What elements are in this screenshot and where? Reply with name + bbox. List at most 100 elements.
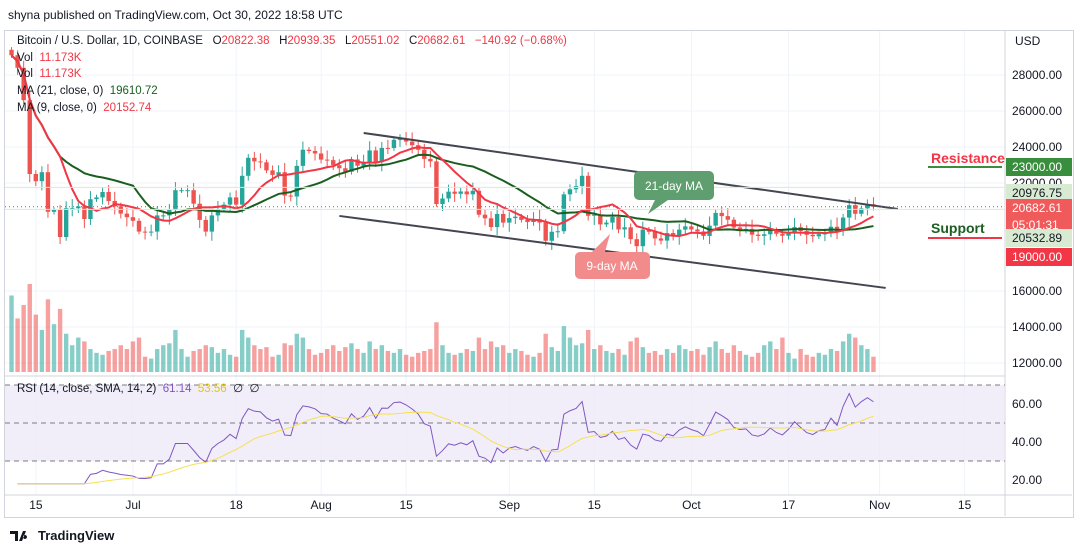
candle-body <box>476 190 482 215</box>
price-tick-label: 26000.00 <box>1012 104 1062 118</box>
volume-bar <box>197 349 202 372</box>
candle-body <box>215 209 221 216</box>
volume-bar <box>774 349 779 372</box>
candle-body <box>768 230 773 235</box>
rsi-sma-line <box>17 411 874 485</box>
volume-bar <box>749 356 755 372</box>
volume-bar <box>859 345 864 372</box>
volume-bar <box>27 284 32 372</box>
candle-body <box>179 190 184 192</box>
volume-bar <box>9 295 14 372</box>
candle-body <box>142 231 148 233</box>
volume-bar <box>513 349 518 372</box>
volume-bar <box>88 349 93 372</box>
volume-bar <box>258 349 263 372</box>
candle-body <box>470 190 476 195</box>
volume-bar <box>215 352 221 372</box>
candle-body <box>373 150 378 163</box>
volume-bar <box>634 337 639 372</box>
volume-bar <box>658 354 664 372</box>
candle-body <box>725 216 730 220</box>
candle-body <box>482 214 488 219</box>
volume-bar <box>379 345 384 372</box>
candle-body <box>501 213 506 223</box>
vol-value: 11.173K <box>39 68 82 80</box>
candle-body <box>367 150 372 162</box>
volume-bar <box>743 354 749 372</box>
volume-bar <box>549 347 554 372</box>
rsi-tick-label: 40.00 <box>1012 435 1042 449</box>
volume-bar <box>124 349 130 372</box>
volume-bar <box>646 352 652 372</box>
volume-bar <box>670 352 676 372</box>
candle-body <box>100 192 105 198</box>
volume-bar <box>337 350 342 372</box>
candle-body <box>324 159 330 161</box>
x-tick-label: Aug <box>310 498 331 512</box>
candle-body <box>555 231 561 233</box>
volume-bar <box>239 329 245 372</box>
rsi-sma-value: 53.56 <box>197 383 227 395</box>
volume-bar <box>519 350 524 372</box>
candle-body <box>197 203 202 220</box>
tradingview-logo[interactable]: TradingView <box>10 528 114 543</box>
candle-body <box>865 204 870 209</box>
volume-bar <box>616 349 621 372</box>
price-badge-label: 19000.00 <box>1012 250 1062 264</box>
price-tick-label: 16000.00 <box>1012 284 1062 298</box>
volume-bar <box>719 349 724 372</box>
volume-bar <box>343 347 348 372</box>
volume-bar <box>555 350 561 372</box>
vol-label: Vol <box>17 68 33 80</box>
candle-body <box>300 149 306 166</box>
volume-bar <box>804 354 809 372</box>
volume-bar <box>385 350 391 372</box>
candle-body <box>719 212 724 217</box>
volume-bar <box>604 350 609 372</box>
price-badge <box>1006 248 1072 266</box>
candle-body <box>161 215 166 217</box>
candle-body <box>652 231 658 239</box>
volume-bar <box>792 358 797 372</box>
candle-body <box>488 218 494 228</box>
candle-body <box>780 233 785 236</box>
volume-bar <box>276 354 281 372</box>
volume-bar <box>367 341 372 372</box>
candle-body <box>810 234 815 237</box>
volume-bar <box>561 326 567 372</box>
candle-body <box>397 139 403 141</box>
volume-bar <box>592 349 597 372</box>
candle-body <box>446 191 451 199</box>
volume-bar <box>155 349 160 372</box>
volume-bar <box>94 352 99 372</box>
candle-body <box>70 208 75 210</box>
candle-body <box>385 147 391 149</box>
candle-body <box>403 139 409 142</box>
volume-bar <box>233 356 239 372</box>
x-tick-label: 15 <box>588 498 602 512</box>
candle-body <box>233 197 239 205</box>
candle-body <box>440 198 445 205</box>
vol-label: Vol <box>17 52 33 64</box>
volume-bar <box>695 349 700 372</box>
volume-bar <box>324 349 330 372</box>
candle-body <box>155 215 160 232</box>
candle-body <box>683 226 688 230</box>
volume-bar <box>39 329 45 372</box>
candle-body <box>331 160 336 166</box>
candle-body <box>713 212 718 226</box>
volume-bar <box>567 337 573 372</box>
price-badge <box>1006 184 1072 202</box>
low-value: 20551.02 <box>351 35 400 47</box>
volume-bar <box>737 350 743 372</box>
volume-bar <box>488 341 494 372</box>
ma21-value: 19610.72 <box>109 85 158 97</box>
vol-value: 11.173K <box>39 52 82 64</box>
candle-body <box>63 208 69 237</box>
volume-bar <box>246 337 251 372</box>
volume-bar <box>755 352 761 372</box>
candle-body <box>51 210 57 212</box>
volume-bar <box>762 345 767 372</box>
candle-body <box>816 234 822 237</box>
